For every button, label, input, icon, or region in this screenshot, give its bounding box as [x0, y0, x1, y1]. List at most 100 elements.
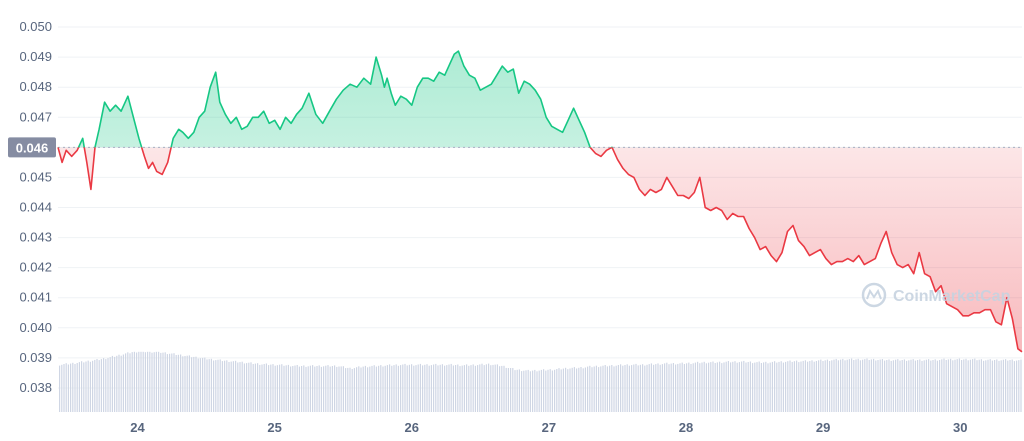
volume-bar	[613, 366, 615, 412]
volume-bar	[778, 361, 780, 412]
volume-bar	[653, 364, 655, 412]
volume-bar	[765, 361, 767, 412]
volume-bar	[230, 361, 232, 412]
volume-bar	[505, 367, 507, 412]
volume-bar	[996, 359, 998, 412]
volume-bar	[822, 361, 824, 412]
volume-bar	[763, 362, 765, 412]
volume-bar	[281, 364, 283, 412]
volume-bar	[151, 352, 153, 412]
volume-bar	[897, 359, 899, 412]
volume-bar	[323, 366, 325, 412]
volume-bar	[503, 365, 505, 412]
volume-bar	[430, 365, 432, 412]
y-tick-label: 0.040	[19, 320, 52, 335]
volume-bar	[912, 359, 914, 412]
volume-bar	[844, 360, 846, 412]
volume-bar	[824, 360, 826, 412]
volume-bar	[360, 367, 362, 412]
volume-bar	[428, 365, 430, 412]
volume-bar	[103, 358, 105, 412]
volume-bar	[963, 359, 965, 412]
volume-bar	[712, 361, 714, 412]
volume-bar	[415, 365, 417, 412]
volume-bar	[694, 362, 696, 412]
volume-bar	[386, 365, 388, 412]
volume-bar	[202, 357, 204, 412]
x-tick-label: 24	[130, 420, 145, 435]
volume-bar	[461, 365, 463, 412]
volume-bar	[404, 363, 406, 412]
volume-bar	[268, 365, 270, 412]
volume-bar	[835, 358, 837, 412]
volume-bar	[1020, 359, 1022, 412]
volume-bar	[866, 358, 868, 412]
volume-bar	[290, 366, 292, 412]
volume-bar	[318, 365, 320, 412]
volume-bar	[422, 365, 424, 412]
volume-bar	[426, 364, 428, 412]
volume-bar	[345, 368, 347, 412]
volume-bar	[633, 364, 635, 412]
volume-bar	[301, 366, 303, 412]
volume-bar	[450, 363, 452, 412]
volume-bar	[327, 365, 329, 412]
volume-bar	[587, 366, 589, 412]
volume-bar	[166, 354, 168, 412]
volume-bar	[109, 357, 111, 412]
volume-bar	[754, 362, 756, 412]
volume-bar	[226, 360, 228, 412]
volume-bar	[325, 365, 327, 412]
volume-bar	[644, 365, 646, 412]
volume-bar	[811, 360, 813, 412]
volume-bar	[851, 358, 853, 412]
volume-bar	[195, 356, 197, 412]
volume-bar	[736, 362, 738, 412]
volume-bar	[635, 363, 637, 412]
volume-bar	[83, 362, 85, 412]
volume-bar	[63, 364, 65, 412]
area-below-reference	[58, 147, 1022, 352]
volume-bar	[954, 359, 956, 412]
volume-bar	[215, 360, 217, 412]
volume-bar	[358, 366, 360, 412]
volume-bar	[584, 367, 586, 412]
volume-bar	[274, 365, 276, 412]
volume-bar	[94, 359, 96, 412]
volume-bar	[567, 369, 569, 412]
volume-bar	[149, 351, 151, 412]
volume-bar	[906, 360, 908, 412]
volume-bar	[637, 365, 639, 412]
volume-bar	[160, 352, 162, 412]
volume-bar	[934, 359, 936, 412]
volume-bar	[516, 369, 518, 412]
volume-bar	[582, 368, 584, 412]
volume-bar	[776, 362, 778, 412]
volume-bar	[980, 359, 982, 412]
volume-bar	[532, 370, 534, 412]
volume-bar	[549, 369, 551, 412]
volume-bar	[378, 365, 380, 412]
volume-bar	[668, 364, 670, 412]
volume-bar	[943, 358, 945, 412]
x-tick-label: 26	[405, 420, 419, 435]
y-tick-label: 0.044	[19, 199, 52, 214]
volume-bar	[455, 365, 457, 412]
volume-bar	[406, 365, 408, 412]
volume-bar	[639, 364, 641, 412]
volume-bar	[690, 364, 692, 412]
volume-bar	[560, 369, 562, 412]
volume-bar	[719, 361, 721, 412]
volume-bar	[527, 369, 529, 412]
volume-bar	[796, 360, 798, 412]
volume-bar	[248, 362, 250, 412]
volume-bar	[510, 368, 512, 412]
y-tick-label: 0.038	[19, 380, 52, 395]
volume-bar	[1000, 360, 1002, 412]
volume-bar	[919, 359, 921, 412]
volume-bar	[206, 359, 208, 412]
volume-bar	[59, 365, 61, 412]
volume-bar	[699, 363, 701, 412]
volume-bar	[681, 362, 683, 412]
